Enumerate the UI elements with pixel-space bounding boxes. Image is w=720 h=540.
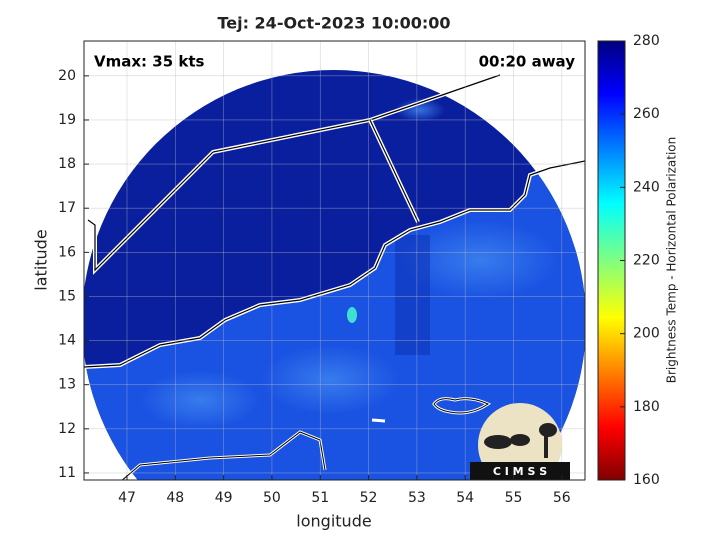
colorbar-label: Brightness Temp - Horizontal Polarizatio…: [665, 137, 679, 384]
chart-title: Tej: 24-Oct-2023 10:00:00: [217, 14, 450, 33]
x-tick-label: 52: [360, 490, 378, 506]
x-tick-label: 54: [456, 490, 474, 506]
x-tick-label: 53: [408, 490, 426, 506]
x-tick-label: 55: [505, 490, 523, 506]
colorbar-tick-label: 280: [633, 33, 660, 49]
annotation: Vmax: 35 kts: [94, 53, 204, 71]
x-tick-label: 48: [166, 490, 184, 506]
y-tick-label: 11: [58, 465, 76, 481]
x-tick-label: 49: [215, 490, 233, 506]
x-axis-label: longitude: [296, 512, 371, 531]
y-tick-label: 18: [58, 156, 76, 172]
colorbar-tick-label: 260: [633, 106, 660, 122]
y-tick-label: 19: [58, 112, 76, 128]
y-tick-label: 15: [58, 288, 76, 304]
x-tick-label: 47: [118, 490, 136, 506]
y-tick-label: 16: [58, 244, 76, 260]
annotation: 00:20 away: [479, 53, 576, 71]
x-tick-label: 51: [311, 490, 329, 506]
map-area: C I M S S: [84, 41, 585, 480]
satellite-disk: [84, 70, 585, 480]
y-tick-label: 14: [58, 333, 76, 349]
coastlines: [84, 73, 585, 480]
y-tick-label: 13: [58, 377, 76, 393]
x-tick-label: 56: [553, 490, 571, 506]
colorbar-tick-label: 200: [633, 326, 660, 342]
colorbar-tick-label: 240: [633, 179, 660, 195]
y-tick-label: 12: [58, 421, 76, 437]
grid: [84, 41, 585, 480]
y-tick-label: 17: [58, 200, 76, 216]
cimss-logo: C I M S S: [470, 403, 570, 480]
y-tick-label: 20: [58, 68, 76, 84]
y-axis-label: latitude: [32, 229, 51, 290]
colorbar-tick-label: 180: [633, 399, 660, 415]
logo-text: C I M S S: [493, 465, 547, 478]
x-tick-label: 50: [263, 490, 281, 506]
colorbar-tick-label: 220: [633, 253, 660, 269]
colorbar-tick-label: 160: [633, 472, 660, 488]
plot-frame: [83, 40, 586, 481]
